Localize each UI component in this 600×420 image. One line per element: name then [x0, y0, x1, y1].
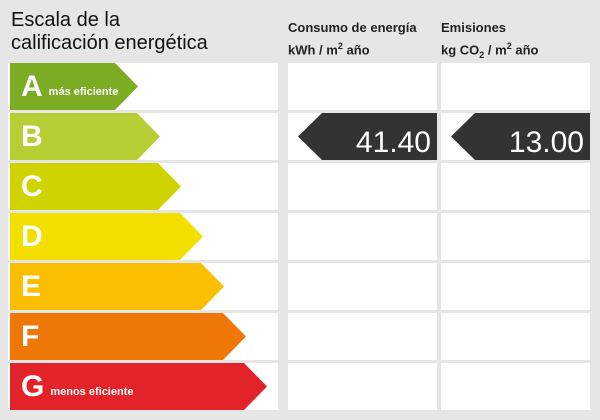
- emisiones-cell: [441, 163, 590, 210]
- emisiones-cell: [441, 313, 590, 360]
- rating-letter: B: [21, 120, 43, 153]
- rating-letter: F: [21, 320, 40, 353]
- rating-arrow-d: D: [10, 213, 203, 260]
- emisiones-cell: [441, 263, 590, 310]
- rating-letter: D: [21, 220, 43, 253]
- consumo-label: Consumo de energía: [288, 20, 417, 35]
- emisiones-cell: [441, 363, 590, 410]
- consumo-cell: [288, 213, 437, 260]
- emisiones-label: Emisiones: [441, 20, 507, 35]
- rating-arrow-f: F: [10, 313, 246, 360]
- consumo-header: Consumo de energía kWh / m2 año: [288, 18, 417, 59]
- emisiones-value-pointer: 13.00: [451, 113, 590, 160]
- emisiones-cell: [441, 213, 590, 260]
- consumo-cell: [288, 163, 437, 210]
- rating-arrow-e: E: [10, 263, 224, 310]
- emisiones-cell: [441, 63, 590, 110]
- title-line-1: Escala de la: [11, 9, 120, 31]
- consumo-cell: [288, 263, 437, 310]
- rating-note: más eficiente: [48, 85, 119, 98]
- emisiones-header: Emisiones kg CO2 / m2 año: [441, 18, 538, 65]
- consumo-value: 41.40: [355, 126, 431, 159]
- rating-arrow-c: C: [10, 163, 181, 210]
- consumo-value-pointer: 41.40: [298, 113, 437, 160]
- consumo-cell: [288, 363, 437, 410]
- emisiones-value: 13.00: [508, 126, 584, 159]
- rating-letter: G: [21, 370, 45, 403]
- page-title: Escala de la calificación energética: [11, 9, 208, 55]
- rating-letter: C: [21, 170, 43, 203]
- consumo-cell: [288, 313, 437, 360]
- consumo-unit: kWh / m2 año: [288, 41, 370, 58]
- rating-arrow-b: B: [10, 113, 160, 160]
- title-line-2: calificación energética: [11, 32, 208, 54]
- rating-note: menos eficiente: [50, 385, 134, 398]
- rating-letter: A: [21, 70, 43, 103]
- consumo-cell: [288, 63, 437, 110]
- rating-letter: E: [21, 270, 42, 303]
- emisiones-unit: kg CO2 / m2 año: [441, 41, 539, 60]
